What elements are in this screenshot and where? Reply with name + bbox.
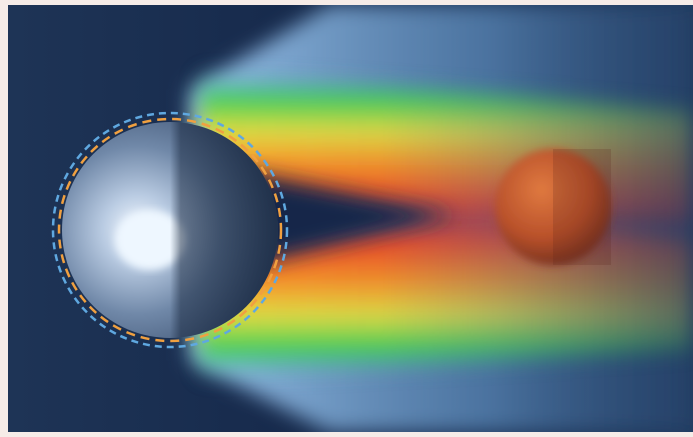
moon-shadow [553,149,611,265]
earth-night-side [62,122,278,338]
atmosphere-outer-ring [51,111,289,349]
moon [495,149,611,265]
atmosphere-inner-ring [57,117,283,343]
scene [8,5,693,432]
